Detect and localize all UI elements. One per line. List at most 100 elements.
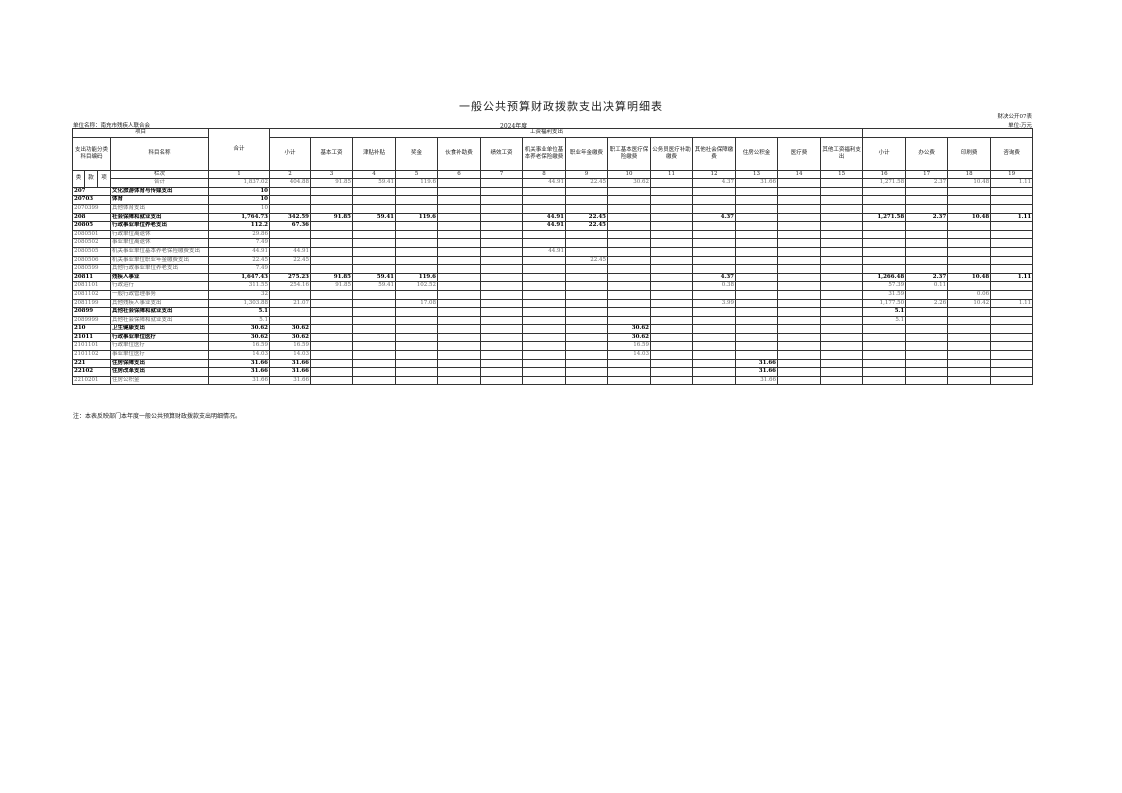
row-value [269,307,312,317]
row-value: 14.03 [208,350,271,360]
header-col-number: 8 [522,169,567,180]
row-value [650,298,694,309]
header-col: 其他工资福利支出 [820,136,864,171]
row-value: 1.11 [990,272,1034,283]
row-value [607,186,652,197]
row-value [480,272,524,283]
row-value [735,221,779,231]
row-value [480,229,524,240]
row-value [310,307,354,317]
row-value [905,341,949,352]
row-value [990,203,1034,214]
row-value [905,332,949,343]
header-col-number: 11 [650,169,694,180]
row-value [820,255,864,266]
header-col-number: 6 [437,169,482,180]
row-value [947,221,992,231]
row-name: 卫生健康支出 [109,324,210,334]
row-value [480,298,524,309]
row-value [820,195,864,205]
row-value: 22.45 [565,255,609,266]
row-value: 31.66 [269,367,312,377]
row-value [990,358,1034,369]
row-value [269,186,312,197]
row-value [735,186,779,197]
row-value: 14.03 [607,350,652,360]
row-value [650,367,694,377]
total-cell: 30.62 [607,178,652,188]
row-name: 其他行政事业单位养老支出 [109,264,210,274]
row-value [735,229,779,240]
row-value: 57.39 [862,281,907,291]
table-row: 21011 行政事业单位医疗 30.62 30.62 30.62 [72,332,1034,343]
header-col: 职业年金缴费 [565,136,609,171]
row-value [607,289,652,300]
header-col: 咨询费 [990,136,1034,171]
row-value: 31.66 [735,367,779,377]
header-name: 科目名称 [109,136,210,171]
row-value [947,186,992,197]
row-value [650,212,694,223]
row-value [947,367,992,377]
row-value [650,203,694,214]
row-value [692,264,737,274]
row-value [735,332,779,343]
row-value: 44.91 [208,246,271,257]
row-value [777,350,822,360]
row-value: 119.6 [395,272,439,283]
row-code: 221 [72,358,111,369]
row-value [607,358,652,369]
row-value [862,186,907,197]
total-cell: 44.91 [522,178,567,188]
row-value [692,350,737,360]
row-value [862,229,907,240]
row-value [565,298,609,309]
row-value [650,255,694,266]
row-value: 91.85 [310,212,354,223]
row-value [777,289,822,300]
row-value [735,255,779,266]
header-col: 伙食补助费 [437,136,482,171]
header-col: 住房公积金 [735,136,779,171]
row-value [480,221,524,231]
row-value [437,203,482,214]
row-value [862,203,907,214]
row-name: 事业单位医疗 [109,350,210,360]
row-value [777,298,822,309]
table-row: 2070399 其他体育支出 10 [72,203,1034,214]
page-title: 一般公共预算财政拨款支出决算明细表 [459,100,663,113]
table-row: 2101102 事业单位医疗 14.03 14.03 14.03 [72,350,1034,360]
row-value [607,221,652,231]
row-value [820,375,864,386]
row-value [735,341,779,352]
row-value [692,255,737,266]
row-code: 2081101 [72,281,111,291]
row-value [735,307,779,317]
row-name: 其他残疾人事业支出 [109,298,210,309]
row-value [437,332,482,343]
row-value [310,246,354,257]
table-row: 2081101 行政运行 311.55 254.16 91.85 59.41 102.52 0… [72,281,1034,291]
header-col-number: 16 [862,169,907,180]
row-value: 0.06 [947,289,992,300]
row-value [905,203,949,214]
row-value [777,238,822,248]
row-value [395,367,439,377]
header-col: 其他社会保障缴费 [692,136,737,171]
row-value [905,255,949,266]
row-value [905,246,949,257]
row-value [905,324,949,334]
row-value [862,255,907,266]
row-value [650,341,694,352]
row-value [735,350,779,360]
row-value [777,341,822,352]
row-value [352,229,397,240]
row-value [650,324,694,334]
row-name: 社会保障和就业支出 [109,212,210,223]
header-col-number: 10 [607,169,652,180]
row-value [820,281,864,291]
row-code: 2080506 [72,255,111,266]
row-value [735,195,779,205]
row-value [862,238,907,248]
row-value [522,350,567,360]
